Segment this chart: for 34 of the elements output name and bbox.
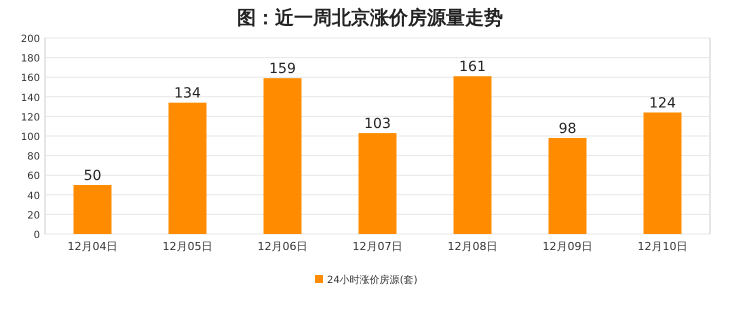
x-tick-label: 12月08日 bbox=[448, 240, 498, 253]
x-tick-label: 12月09日 bbox=[542, 240, 592, 253]
y-tick-label: 140 bbox=[20, 92, 40, 104]
y-tick-label: 80 bbox=[27, 152, 40, 163]
y-tick-label: 120 bbox=[20, 112, 40, 124]
bar bbox=[454, 76, 492, 234]
bar bbox=[548, 138, 586, 234]
bar bbox=[644, 112, 682, 234]
x-tick-label: 12月04日 bbox=[68, 240, 118, 253]
bar bbox=[358, 133, 396, 234]
y-tick-label: 0 bbox=[34, 230, 40, 241]
bar bbox=[74, 185, 112, 234]
data-label: 50 bbox=[84, 168, 102, 184]
data-label: 161 bbox=[459, 59, 486, 76]
x-tick-label: 12月10日 bbox=[638, 240, 688, 253]
bar bbox=[168, 102, 206, 234]
data-label: 159 bbox=[269, 61, 296, 78]
data-label: 134 bbox=[174, 86, 201, 102]
x-tick-label: 12月07日 bbox=[352, 240, 402, 253]
y-tick-label: 60 bbox=[27, 171, 40, 182]
data-label: 124 bbox=[649, 95, 676, 112]
y-tick-label: 180 bbox=[20, 54, 40, 65]
data-label: 98 bbox=[558, 120, 576, 137]
y-tick-label: 160 bbox=[20, 73, 40, 84]
y-tick-label: 200 bbox=[20, 34, 40, 45]
y-tick-label: 40 bbox=[27, 190, 40, 202]
x-tick-label: 12月06日 bbox=[258, 240, 308, 253]
chart-title: 图：近一周北京涨价房源量走势 bbox=[237, 7, 503, 29]
x-tick-label: 12月05日 bbox=[162, 240, 212, 253]
data-label: 103 bbox=[364, 116, 391, 132]
y-tick-label: 100 bbox=[20, 132, 40, 143]
y-tick-label: 20 bbox=[27, 210, 40, 222]
legend-label: 24小时涨价房源(套) bbox=[327, 274, 418, 286]
bar bbox=[264, 78, 302, 234]
